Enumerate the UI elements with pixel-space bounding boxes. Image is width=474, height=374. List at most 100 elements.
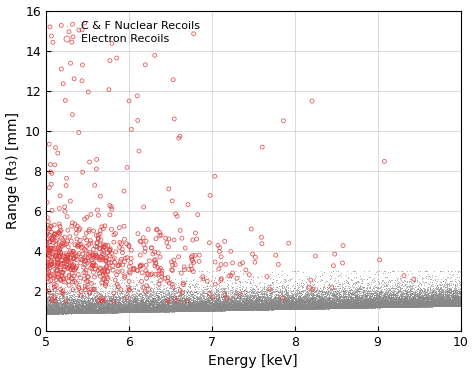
C & F Nuclear Recoils [394, 304, 401, 310]
C & F Nuclear Recoils [125, 299, 133, 305]
C & F Nuclear Recoils [235, 279, 243, 285]
C & F Nuclear Recoils [436, 296, 443, 302]
C & F Nuclear Recoils [147, 289, 155, 295]
C & F Nuclear Recoils [174, 308, 182, 314]
C & F Nuclear Recoils [206, 307, 213, 313]
C & F Nuclear Recoils [137, 309, 145, 315]
C & F Nuclear Recoils [234, 305, 242, 311]
C & F Nuclear Recoils [301, 290, 308, 296]
C & F Nuclear Recoils [108, 308, 116, 314]
C & F Nuclear Recoils [452, 302, 460, 308]
C & F Nuclear Recoils [434, 303, 442, 309]
C & F Nuclear Recoils [223, 295, 230, 301]
C & F Nuclear Recoils [381, 299, 388, 305]
C & F Nuclear Recoils [203, 306, 211, 312]
C & F Nuclear Recoils [217, 293, 225, 299]
C & F Nuclear Recoils [135, 307, 143, 313]
C & F Nuclear Recoils [68, 295, 76, 301]
C & F Nuclear Recoils [452, 298, 459, 304]
C & F Nuclear Recoils [157, 306, 165, 312]
C & F Nuclear Recoils [396, 301, 404, 307]
C & F Nuclear Recoils [82, 306, 89, 312]
C & F Nuclear Recoils [51, 297, 58, 303]
C & F Nuclear Recoils [323, 300, 330, 306]
C & F Nuclear Recoils [234, 304, 242, 310]
C & F Nuclear Recoils [109, 309, 116, 315]
C & F Nuclear Recoils [332, 303, 339, 309]
C & F Nuclear Recoils [423, 298, 430, 304]
C & F Nuclear Recoils [263, 307, 270, 313]
C & F Nuclear Recoils [115, 308, 122, 314]
C & F Nuclear Recoils [212, 307, 219, 313]
C & F Nuclear Recoils [386, 304, 393, 310]
C & F Nuclear Recoils [419, 301, 427, 307]
C & F Nuclear Recoils [189, 300, 197, 306]
C & F Nuclear Recoils [143, 290, 151, 296]
C & F Nuclear Recoils [368, 299, 375, 305]
C & F Nuclear Recoils [161, 305, 169, 311]
C & F Nuclear Recoils [190, 307, 197, 313]
C & F Nuclear Recoils [335, 301, 343, 307]
C & F Nuclear Recoils [43, 307, 51, 313]
C & F Nuclear Recoils [415, 301, 423, 307]
C & F Nuclear Recoils [394, 283, 402, 289]
C & F Nuclear Recoils [369, 298, 376, 304]
C & F Nuclear Recoils [340, 301, 347, 307]
C & F Nuclear Recoils [107, 304, 115, 310]
C & F Nuclear Recoils [109, 307, 116, 313]
C & F Nuclear Recoils [236, 302, 243, 308]
C & F Nuclear Recoils [56, 304, 64, 310]
Electron Recoils [42, 287, 50, 293]
C & F Nuclear Recoils [340, 300, 348, 306]
C & F Nuclear Recoils [342, 302, 349, 308]
C & F Nuclear Recoils [129, 298, 137, 304]
C & F Nuclear Recoils [57, 297, 64, 303]
C & F Nuclear Recoils [134, 304, 142, 310]
C & F Nuclear Recoils [182, 297, 190, 303]
C & F Nuclear Recoils [224, 296, 231, 302]
C & F Nuclear Recoils [220, 298, 228, 304]
C & F Nuclear Recoils [356, 303, 364, 309]
C & F Nuclear Recoils [330, 305, 337, 311]
C & F Nuclear Recoils [43, 306, 51, 312]
C & F Nuclear Recoils [219, 297, 227, 303]
C & F Nuclear Recoils [330, 302, 338, 308]
C & F Nuclear Recoils [417, 298, 425, 304]
C & F Nuclear Recoils [332, 304, 339, 310]
C & F Nuclear Recoils [80, 305, 88, 311]
C & F Nuclear Recoils [314, 293, 322, 299]
C & F Nuclear Recoils [228, 302, 236, 308]
C & F Nuclear Recoils [133, 307, 140, 313]
C & F Nuclear Recoils [193, 303, 201, 309]
C & F Nuclear Recoils [182, 300, 190, 306]
C & F Nuclear Recoils [79, 310, 87, 316]
C & F Nuclear Recoils [308, 305, 316, 311]
C & F Nuclear Recoils [241, 302, 249, 308]
C & F Nuclear Recoils [94, 301, 102, 307]
C & F Nuclear Recoils [367, 303, 374, 309]
C & F Nuclear Recoils [237, 305, 245, 311]
C & F Nuclear Recoils [146, 306, 153, 312]
C & F Nuclear Recoils [445, 298, 452, 304]
C & F Nuclear Recoils [49, 289, 57, 295]
Electron Recoils [171, 295, 179, 301]
C & F Nuclear Recoils [356, 300, 364, 306]
C & F Nuclear Recoils [434, 303, 441, 309]
C & F Nuclear Recoils [144, 309, 151, 315]
C & F Nuclear Recoils [191, 298, 199, 304]
C & F Nuclear Recoils [278, 283, 286, 289]
C & F Nuclear Recoils [145, 309, 153, 315]
C & F Nuclear Recoils [64, 289, 72, 295]
C & F Nuclear Recoils [129, 305, 137, 311]
C & F Nuclear Recoils [72, 310, 80, 316]
C & F Nuclear Recoils [217, 300, 224, 306]
C & F Nuclear Recoils [308, 302, 316, 308]
Electron Recoils [69, 220, 76, 226]
C & F Nuclear Recoils [265, 304, 273, 310]
C & F Nuclear Recoils [423, 303, 430, 309]
C & F Nuclear Recoils [93, 306, 101, 312]
C & F Nuclear Recoils [59, 307, 66, 313]
C & F Nuclear Recoils [358, 302, 365, 308]
C & F Nuclear Recoils [246, 294, 253, 300]
C & F Nuclear Recoils [102, 310, 109, 316]
